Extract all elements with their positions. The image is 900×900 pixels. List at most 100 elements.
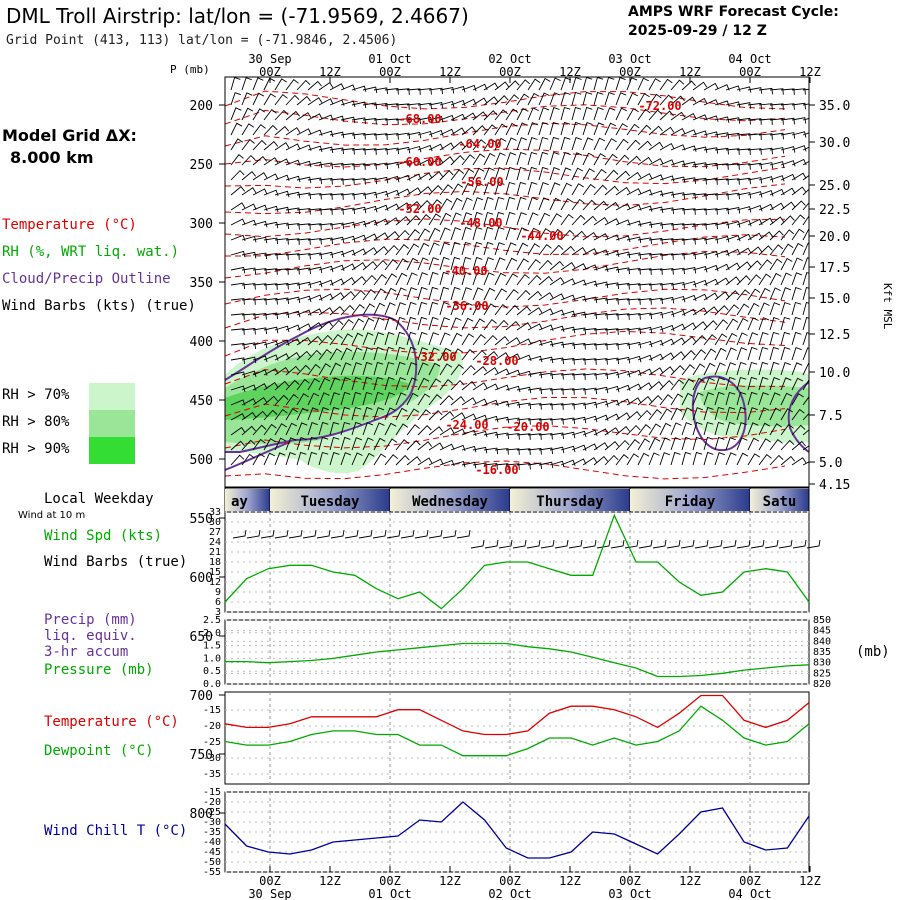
surface-wind-barb	[386, 529, 401, 539]
wind-barb	[395, 229, 410, 241]
wind-barb	[285, 379, 300, 391]
wind-barb	[560, 106, 571, 121]
wind-barb	[593, 91, 604, 106]
wind-barb	[637, 438, 651, 451]
wind-barb	[593, 265, 609, 273]
wind-barb	[428, 458, 444, 466]
wind-barb	[659, 338, 675, 346]
wind-barb	[406, 316, 417, 331]
wind-barb	[362, 347, 373, 361]
wind-barb	[439, 395, 454, 406]
wind-barb	[571, 295, 587, 303]
wind-barb	[373, 162, 389, 170]
wind-barb	[351, 362, 362, 376]
wind-barb	[725, 192, 740, 200]
wind-barb	[373, 133, 388, 140]
wind-barb	[648, 158, 664, 166]
top-date-label: 30 Sep	[248, 52, 291, 66]
wind-barb	[461, 168, 475, 181]
wind-barb	[406, 229, 420, 241]
wind-barb	[527, 212, 539, 226]
wind-barb	[406, 187, 422, 196]
wind-barb	[318, 436, 329, 451]
wind-barb	[681, 364, 695, 376]
wind-barb	[230, 186, 246, 196]
wind-barb	[296, 281, 312, 289]
wind-barb	[351, 220, 367, 228]
wind-barb	[626, 171, 642, 181]
wind-barb	[659, 352, 675, 361]
wind-barb	[285, 191, 301, 199]
wind-barb	[439, 212, 452, 226]
wind-barb	[538, 197, 550, 211]
wind-barb	[483, 211, 494, 226]
surface-wind-barb	[680, 539, 695, 549]
wind-barb	[670, 144, 686, 151]
wind-barb	[263, 438, 276, 451]
wind-barb	[560, 261, 576, 271]
wind-barb	[296, 253, 311, 260]
wind-chill-label: Wind Chill T (°C)	[44, 823, 188, 839]
rh-80-label: RH > 80%	[2, 414, 70, 430]
wind-barb	[252, 108, 266, 121]
wind-barb	[626, 220, 642, 227]
wind-barb	[450, 212, 462, 226]
wind-barb	[714, 406, 725, 421]
wind-barb	[714, 436, 725, 451]
wind-barb	[252, 268, 267, 275]
wind-barb	[505, 417, 521, 425]
wind-barb	[274, 452, 286, 466]
wind-barb	[450, 183, 464, 196]
wind-barb	[472, 462, 488, 470]
wind-barb	[505, 257, 518, 271]
wind-barb	[802, 412, 809, 421]
wind-barb	[648, 93, 662, 106]
surface-wind-barb	[498, 539, 513, 549]
wind-barb	[703, 147, 719, 154]
surface-wind-barb	[260, 529, 275, 539]
weekday-label: Wednesday	[412, 494, 488, 510]
wind-barb	[626, 355, 642, 363]
wind-barb	[725, 235, 741, 242]
bottom-hour-label: 12Z	[439, 874, 461, 888]
wind-barb	[296, 208, 311, 215]
wind-barb	[582, 358, 597, 365]
wind-barb	[439, 379, 453, 391]
wind-barb	[615, 412, 631, 421]
legend-cloud: Cloud/Precip Outline	[2, 271, 171, 287]
wind-barb	[505, 211, 516, 226]
wind-barb	[417, 158, 433, 166]
wind-barb	[472, 97, 488, 106]
wind-barb	[538, 107, 550, 121]
wind-barb	[351, 192, 367, 200]
wind-barb	[571, 121, 582, 136]
wind-barb	[307, 266, 323, 274]
wind-barb	[549, 260, 564, 271]
wind-barb	[593, 328, 608, 335]
wind-barb	[549, 277, 565, 286]
wind-barb	[758, 422, 771, 436]
wind-barb	[252, 220, 268, 228]
wind-barb	[307, 451, 318, 466]
wind-barb	[780, 287, 792, 301]
wind-barb	[780, 302, 791, 316]
wind-barb	[802, 347, 809, 361]
wind-barb	[527, 227, 540, 241]
wind-barb	[637, 237, 653, 244]
wind-barb	[351, 148, 366, 155]
wind-barb	[428, 394, 442, 406]
temp-frame	[224, 691, 810, 785]
grid-point-label: Grid Point (413, 113) lat/lon = (-71.984…	[6, 33, 398, 48]
wind-barb	[736, 275, 751, 286]
wind-barb	[615, 426, 631, 436]
wind-barb	[428, 199, 442, 211]
wind-barb	[527, 387, 543, 395]
isotherm-label: -48.00	[459, 216, 502, 230]
wind-barb	[758, 361, 769, 376]
wind-barb	[428, 271, 439, 286]
wind-barb	[307, 392, 320, 406]
wind-barb	[615, 186, 631, 196]
weekday-label: Friday	[665, 494, 716, 510]
wind-barb	[692, 421, 703, 436]
wind-barb	[318, 146, 334, 154]
